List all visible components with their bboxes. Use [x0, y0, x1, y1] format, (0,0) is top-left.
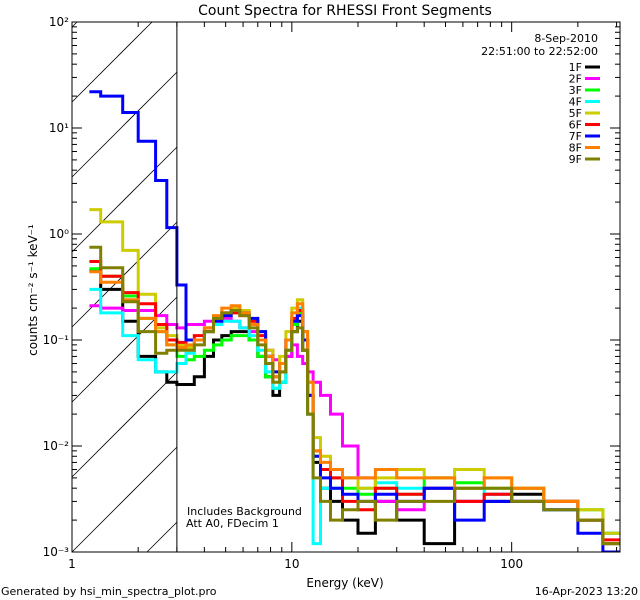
x-tick-label: 10 — [284, 557, 299, 571]
series-line-9F — [89, 245, 620, 546]
hatch-line — [71, 71, 178, 178]
y-tick-label: 10⁰ — [49, 227, 69, 241]
legend-label-3F: 3F — [569, 84, 582, 97]
x-axis-label: Energy (keV) — [306, 576, 383, 590]
y-tick-label: 10¹ — [49, 121, 69, 135]
hatch-line — [71, 146, 178, 253]
legend-label-9F: 9F — [569, 153, 582, 166]
hatched-region — [71, 21, 178, 553]
legend-label-7F: 7F — [569, 130, 582, 143]
x-tick-label: 100 — [500, 557, 523, 571]
legend-label-4F: 4F — [569, 96, 582, 109]
hatch-line — [71, 221, 178, 328]
annotation-background: Includes Background — [187, 505, 302, 518]
y-axis-label: counts cm⁻² s⁻¹ keV⁻¹ — [26, 224, 40, 356]
annotation-attenuator: Att A0, FDecim 1 — [186, 517, 279, 530]
x-tick-label: 1 — [68, 557, 76, 571]
y-tick-label: 10⁻¹ — [43, 333, 70, 347]
hatch-line — [146, 521, 178, 553]
hatch-line — [71, 296, 178, 403]
legend-label-6F: 6F — [569, 119, 582, 132]
footer-timestamp: 16-Apr-2023 13:20 — [535, 585, 638, 598]
time-range-label: 22:51:00 to 22:52:00 — [481, 45, 598, 58]
legend-label-1F: 1F — [569, 61, 582, 74]
hatch-line — [71, 371, 178, 478]
legend-label-8F: 8F — [569, 142, 582, 155]
series-line-6F — [89, 260, 620, 542]
hatch-line — [71, 446, 178, 553]
hatch-line — [71, 21, 78, 28]
y-tick-label: 10² — [49, 15, 69, 29]
plot-frame — [71, 21, 621, 553]
series-line-7F — [89, 90, 620, 552]
chart-title: Count Spectra for RHESSI Front Segments — [198, 3, 492, 19]
hatch-line — [71, 21, 153, 103]
series-line-4F — [89, 287, 620, 546]
legend-label-2F: 2F — [569, 73, 582, 86]
series-line-8F — [89, 270, 620, 546]
y-tick-label: 10⁻³ — [43, 545, 70, 559]
y-tick-label: 10⁻² — [43, 439, 70, 453]
legend-label-5F: 5F — [569, 107, 582, 120]
date-label: 8-Sep-2010 — [534, 32, 598, 45]
footer-generated-by: Generated by hsi_min_spectra_plot.pro — [1, 585, 217, 598]
